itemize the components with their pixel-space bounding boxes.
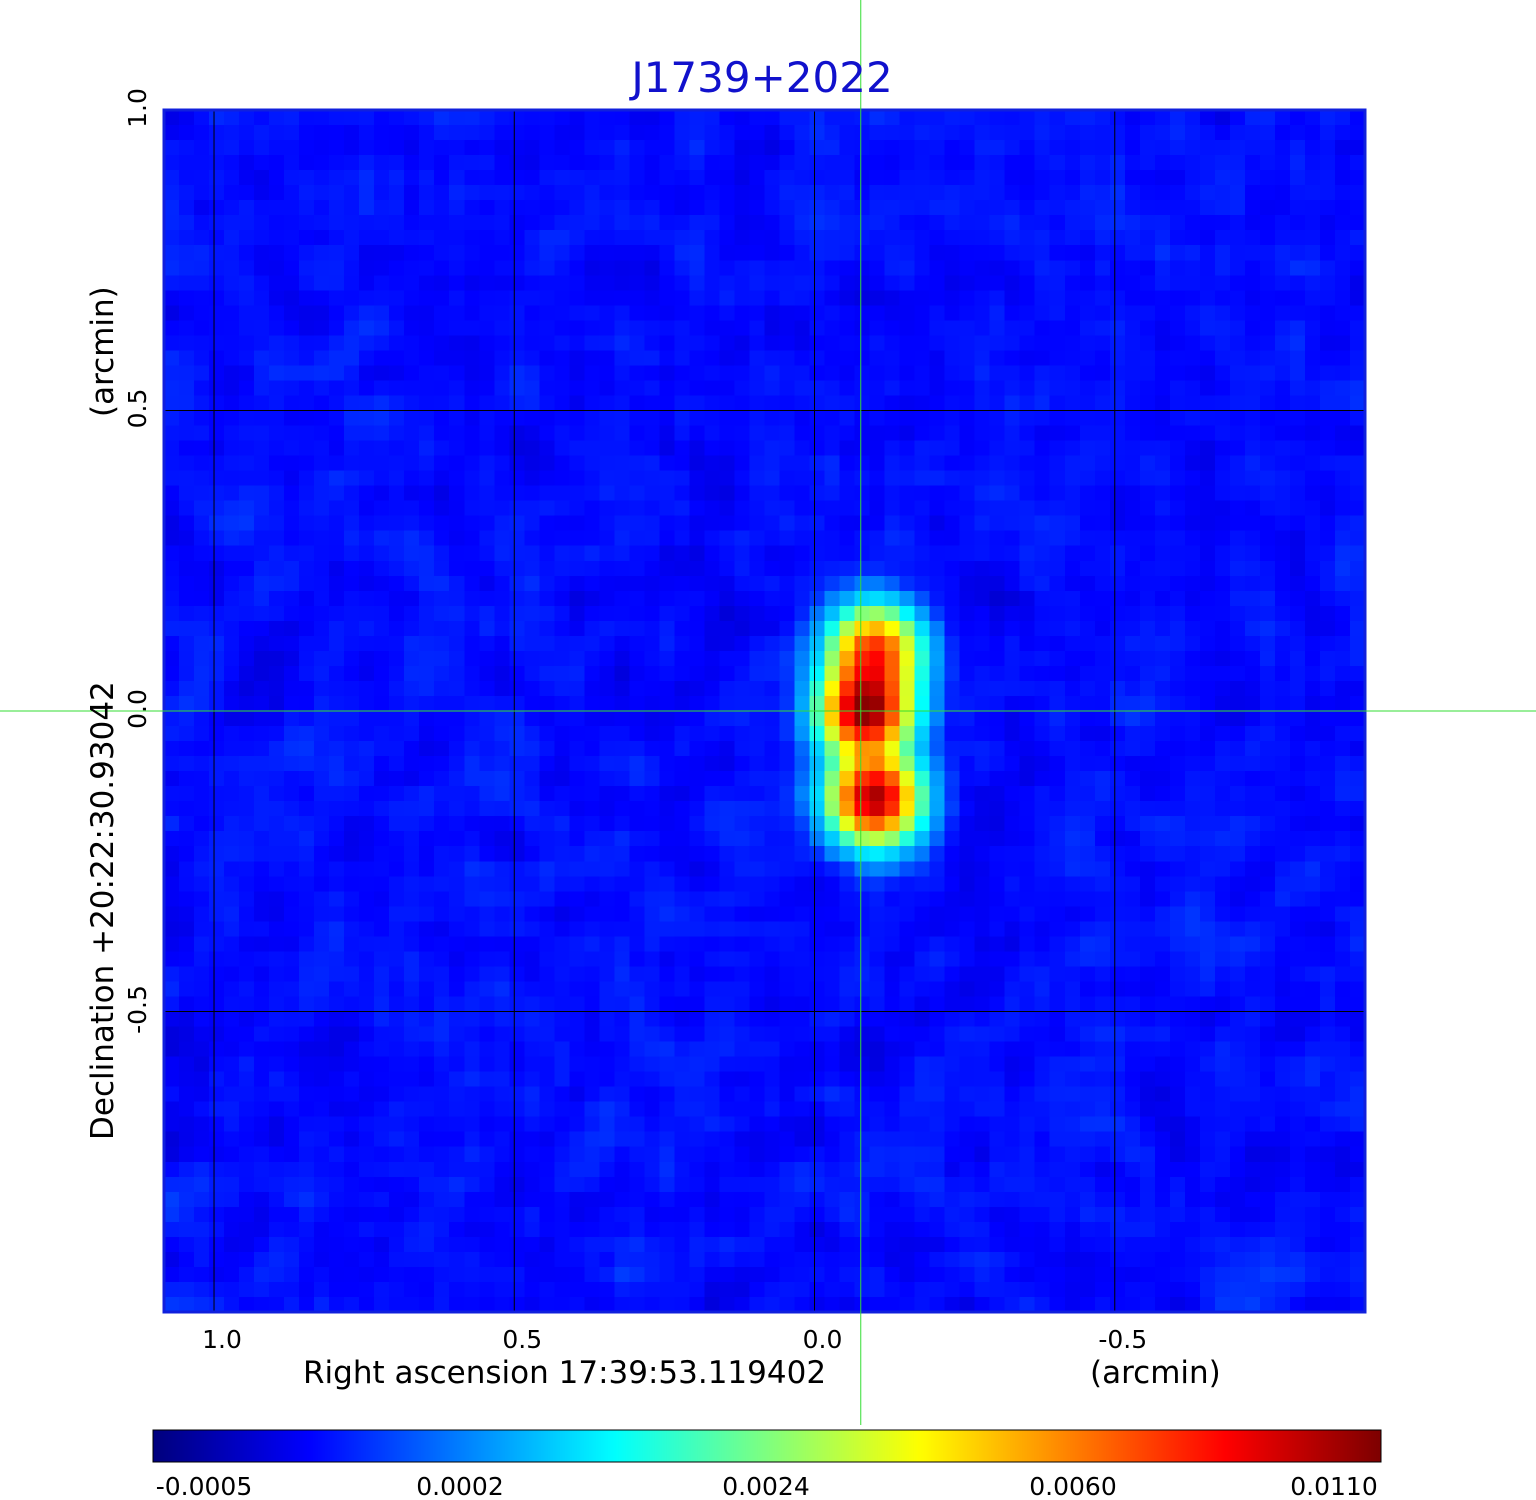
colorbar-gradient [153, 1430, 1381, 1462]
colorbar-border [152, 1429, 1382, 1463]
x-tick-label: 0.0 [803, 1325, 843, 1354]
y-axis-label: Declination +20:22:30.93042 [85, 681, 121, 1140]
crosshair [0, 0, 1536, 1425]
y-tick-label: 0.5 [123, 389, 152, 429]
y-tick-label: 0.0 [123, 689, 152, 729]
y-tick-label: 1.0 [123, 88, 152, 128]
chart-title: J1739+2022 [628, 53, 892, 102]
x-axis-unit: (arcmin) [1090, 1355, 1221, 1391]
y-tick-label: -0.5 [123, 985, 152, 1034]
colorbar-tick-labels: -0.0005 0.0002 0.0024 0.0060 0.0110 [156, 1472, 1378, 1500]
x-tick-labels: 1.0 0.5 0.0 -0.5 [202, 1325, 1147, 1354]
colorbar-tick-label: 0.0002 [416, 1472, 503, 1500]
y-axis-unit: (arcmin) [85, 286, 121, 417]
x-tick-label: 1.0 [202, 1325, 242, 1354]
x-axis-label: Right ascension 17:39:53.119402 [303, 1355, 826, 1391]
y-tick-labels: 1.0 0.5 0.0 -0.5 [123, 88, 152, 1034]
x-tick-label: 0.5 [502, 1325, 542, 1354]
colorbar-tick-label: 0.0110 [1290, 1472, 1377, 1500]
colorbar-tick-label: 0.0024 [722, 1472, 809, 1500]
colorbar-tick-label: -0.0005 [156, 1472, 253, 1500]
x-tick-label: -0.5 [1098, 1325, 1147, 1354]
colorbar-tick-label: 0.0060 [1029, 1472, 1116, 1500]
